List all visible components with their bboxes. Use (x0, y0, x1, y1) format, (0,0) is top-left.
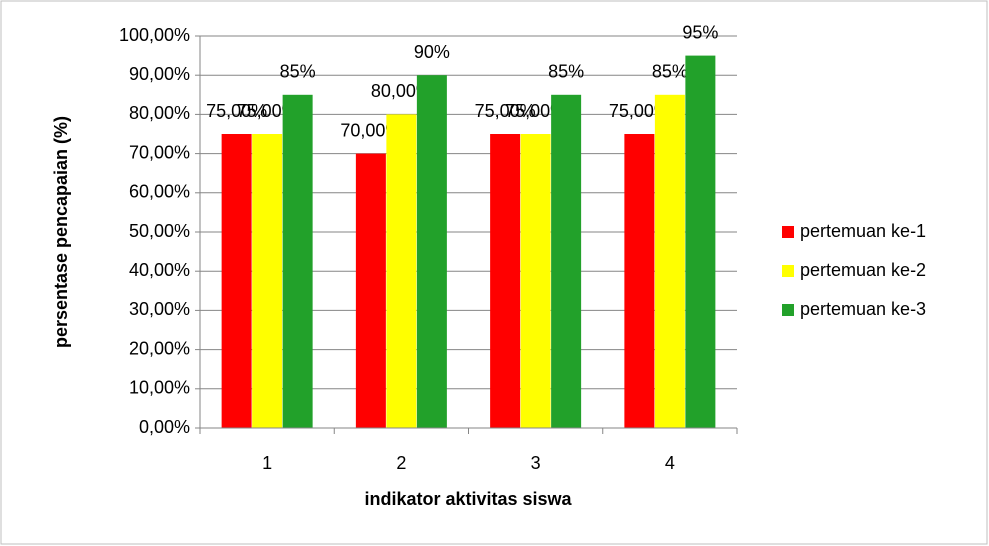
bar (355, 153, 386, 428)
data-label: 75,00% (237, 101, 298, 121)
data-label: 75,00% (609, 101, 670, 121)
y-tick-label: 80,00% (129, 103, 190, 123)
legend-swatch (782, 265, 794, 277)
data-label: 75,00% (475, 101, 536, 121)
x-tick-label: 1 (262, 453, 272, 473)
data-label: 85% (548, 62, 584, 82)
legend-label: pertemuan ke-2 (800, 260, 926, 280)
data-label: 85% (652, 62, 688, 82)
data-label: 85% (280, 62, 316, 82)
bar (386, 114, 417, 429)
legend-swatch (782, 226, 794, 238)
bar (654, 94, 685, 429)
x-tick-label: 3 (531, 453, 541, 473)
y-tick-label: 40,00% (129, 260, 190, 280)
y-axis-label: persentase pencapaian (%) (51, 116, 71, 348)
y-tick-label: 30,00% (129, 299, 190, 319)
y-tick-label: 100,00% (119, 25, 190, 45)
bar (520, 134, 551, 428)
bar (624, 134, 655, 428)
x-tick-label: 2 (396, 453, 406, 473)
y-tick-label: 60,00% (129, 182, 190, 202)
x-axis-label: indikator aktivitas siswa (364, 489, 572, 509)
data-label: 90% (414, 42, 450, 62)
bar (551, 94, 582, 429)
y-tick-label: 90,00% (129, 64, 190, 84)
bar (282, 94, 313, 429)
data-label: 70,00% (340, 120, 401, 140)
y-tick-label: 50,00% (129, 221, 190, 241)
data-label: 75,00% (505, 101, 566, 121)
legend-label: pertemuan ke-1 (800, 221, 926, 241)
y-tick-label: 0,00% (139, 417, 190, 437)
data-label: 95% (682, 22, 718, 42)
bar (416, 75, 447, 428)
y-tick-label: 10,00% (129, 378, 190, 398)
y-tick-label: 70,00% (129, 142, 190, 162)
legend-label: pertemuan ke-3 (800, 299, 926, 319)
y-tick-label: 20,00% (129, 338, 190, 358)
bar (221, 134, 252, 428)
x-tick-label: 4 (665, 453, 675, 473)
bar (252, 134, 283, 428)
legend-swatch (782, 304, 794, 316)
data-label: 80,00% (371, 81, 432, 101)
bar (490, 134, 521, 428)
data-label: 75,00% (206, 101, 267, 121)
bar (685, 55, 716, 428)
